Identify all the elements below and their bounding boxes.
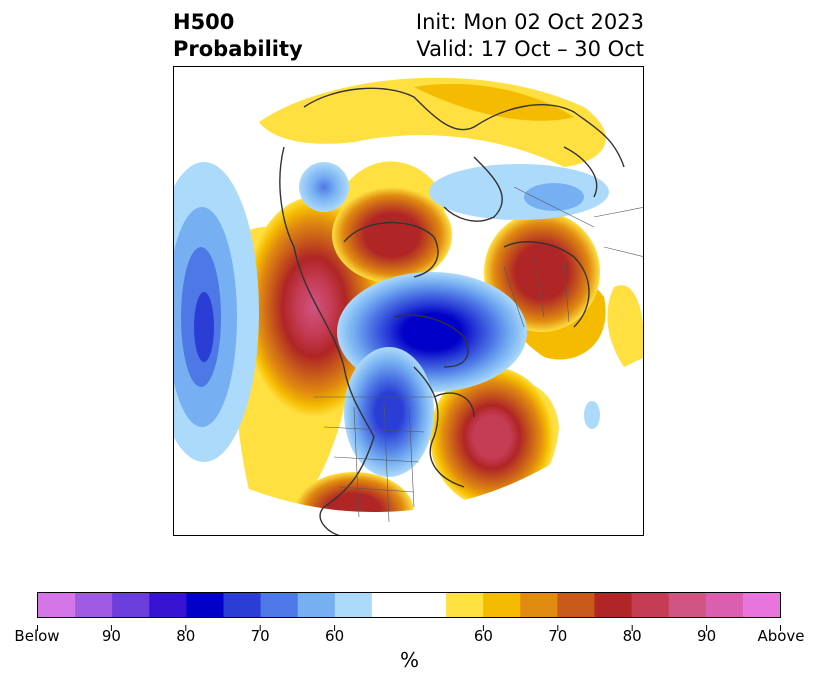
colorbar-tick-label: 80: [622, 627, 642, 645]
colorbar-swatches: [38, 593, 780, 617]
map-title-left: H500 Probability: [173, 9, 303, 63]
colorbar-swatch: [742, 593, 780, 617]
colorbar-tick-label: 60: [473, 627, 493, 645]
colorbar-swatch: [631, 593, 670, 617]
colorbar-swatch: [409, 593, 447, 617]
colorbar-tick-label: 90: [697, 627, 717, 645]
title-valid-range: Valid: 17 Oct – 30 Oct: [416, 37, 644, 61]
colorbar-tick-label: 70: [250, 627, 270, 645]
colorbar-swatch: [297, 593, 336, 617]
colorbar-swatch: [112, 593, 150, 617]
colorbar-swatch: [260, 593, 299, 617]
colorbar: [37, 592, 781, 618]
political-borders: [314, 186, 643, 523]
colorbar-tick-labels: Below 90 80 70 60 60 70 80 90 Above: [14, 627, 804, 647]
colorbar-tick-label: Below: [14, 627, 60, 645]
probability-map: [174, 67, 643, 535]
anomaly-fields: [174, 67, 643, 512]
colorbar-tick-label: Above: [757, 627, 805, 645]
colorbar-tick-label: 60: [325, 627, 345, 645]
coastlines: [279, 87, 625, 535]
colorbar-swatch: [186, 593, 224, 617]
colorbar-swatch: [446, 593, 484, 617]
colorbar-swatch: [483, 593, 521, 617]
title-quantity: Probability: [173, 37, 303, 61]
colorbar-swatch: [668, 593, 707, 617]
colorbar-tick-label: 70: [548, 627, 568, 645]
title-variable: H500: [173, 10, 235, 34]
title-init-date: Init: Mon 02 Oct 2023: [415, 10, 644, 34]
colorbar-swatch: [705, 593, 744, 617]
colorbar-swatch: [520, 593, 558, 617]
colorbar-unit-label: %: [399, 648, 419, 672]
colorbar-swatch: [334, 593, 373, 617]
colorbar-tick-label: 80: [176, 627, 196, 645]
colorbar-swatch: [75, 593, 113, 617]
polar-map-panel: [173, 66, 644, 536]
colorbar-ticks: [37, 618, 781, 631]
colorbar-tick-label: 90: [101, 627, 121, 645]
colorbar-swatch: [149, 593, 187, 617]
colorbar-swatch: [223, 593, 262, 617]
colorbar-swatch: [38, 593, 76, 617]
map-title-right: Init: Mon 02 Oct 2023 Valid: 17 Oct – 30…: [416, 9, 644, 63]
colorbar-swatch: [371, 593, 410, 617]
colorbar-swatch: [594, 593, 633, 617]
colorbar-swatch: [557, 593, 595, 617]
